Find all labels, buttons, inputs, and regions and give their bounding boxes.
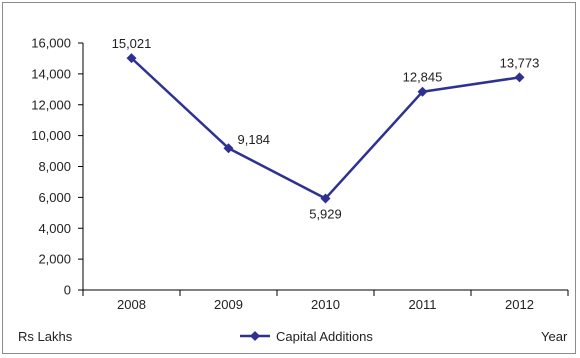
y-tick-label: 2,000 (38, 252, 71, 267)
data-label: 5,929 (309, 206, 342, 221)
data-point-marker (514, 72, 525, 83)
y-axis-title: Rs Lakhs (18, 329, 73, 344)
y-tick-label: 14,000 (31, 66, 71, 81)
legend-marker (250, 331, 260, 341)
legend-label: Capital Additions (276, 329, 373, 344)
y-tick-label: 16,000 (31, 36, 71, 51)
x-axis-title: Year (541, 329, 568, 344)
chart-frame (2, 2, 576, 354)
data-label: 12,845 (403, 70, 443, 85)
data-label: 15,021 (112, 36, 152, 51)
x-axis-ticks: 2008 2009 2010 2011 2012 (82, 290, 569, 312)
data-point-marker (223, 143, 234, 154)
x-tick-label: 2009 (214, 297, 243, 312)
y-tick-label: 10,000 (31, 128, 71, 143)
x-tick-label: 2011 (409, 297, 437, 312)
y-tick-label: 6,000 (38, 190, 71, 205)
y-tick-label: 0 (64, 283, 71, 298)
legend: Capital Additions (240, 329, 373, 344)
data-point-marker (126, 53, 137, 64)
data-label: 13,773 (500, 55, 540, 70)
x-tick-label: 2008 (117, 297, 146, 312)
y-tick-label: 8,000 (38, 159, 71, 174)
y-tick-label: 12,000 (31, 97, 71, 112)
data-label: 9,184 (238, 132, 271, 147)
data-point-marker (417, 86, 428, 97)
y-axis-ticks: 0 2,000 4,000 6,000 8,000 10,000 12,000 14,000 1… (31, 36, 83, 298)
series-capital-additions: 15,021 9,184 5,929 12,845 13,773 (112, 36, 540, 221)
y-tick-label: 4,000 (38, 221, 71, 236)
x-tick-label: 2010 (311, 297, 340, 312)
x-tick-label: 2012 (505, 297, 534, 312)
data-point-marker (320, 193, 331, 204)
series-line (130, 57, 520, 200)
